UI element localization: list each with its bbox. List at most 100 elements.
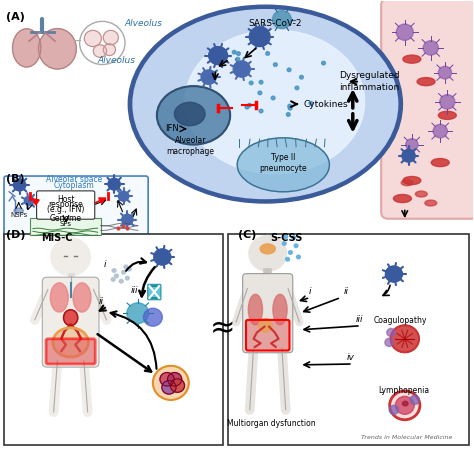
Ellipse shape	[259, 318, 272, 332]
Circle shape	[80, 21, 125, 64]
Ellipse shape	[417, 78, 435, 86]
Ellipse shape	[248, 295, 263, 325]
Text: MIS-C: MIS-C	[41, 233, 73, 243]
Ellipse shape	[53, 328, 88, 357]
Circle shape	[433, 124, 447, 138]
Circle shape	[122, 271, 126, 274]
Circle shape	[266, 52, 270, 55]
Circle shape	[249, 235, 287, 272]
Circle shape	[247, 103, 251, 107]
Text: Alveolar
macrophage: Alveolar macrophage	[167, 136, 215, 156]
Circle shape	[259, 80, 263, 84]
Circle shape	[119, 280, 123, 283]
Circle shape	[410, 396, 419, 405]
Circle shape	[402, 150, 415, 162]
Text: Multiorgan dysfunction: Multiorgan dysfunction	[227, 419, 315, 428]
Circle shape	[128, 267, 131, 271]
Ellipse shape	[133, 9, 398, 198]
Text: Cytokines: Cytokines	[303, 100, 348, 109]
Text: S-CSS: S-CSS	[270, 233, 302, 243]
Circle shape	[249, 81, 253, 85]
Ellipse shape	[64, 310, 78, 326]
Circle shape	[288, 104, 292, 108]
Circle shape	[292, 236, 296, 239]
Text: Lymphopenia: Lymphopenia	[378, 386, 429, 395]
Circle shape	[103, 30, 118, 45]
Text: Alveolar space: Alveolar space	[46, 175, 102, 184]
Circle shape	[423, 41, 438, 55]
Circle shape	[300, 75, 303, 79]
Text: Alveolus: Alveolus	[125, 19, 163, 28]
Circle shape	[232, 51, 236, 54]
FancyBboxPatch shape	[46, 339, 95, 364]
FancyBboxPatch shape	[246, 320, 290, 350]
Circle shape	[167, 373, 182, 386]
Circle shape	[153, 366, 189, 400]
Ellipse shape	[273, 295, 287, 325]
Text: (C): (C)	[238, 230, 256, 240]
Ellipse shape	[50, 283, 68, 312]
Text: (D): (D)	[6, 230, 26, 240]
FancyBboxPatch shape	[4, 235, 223, 445]
Ellipse shape	[415, 191, 427, 197]
Circle shape	[283, 242, 286, 245]
Circle shape	[51, 238, 91, 276]
Ellipse shape	[403, 55, 421, 63]
Circle shape	[209, 46, 228, 64]
Ellipse shape	[393, 194, 411, 202]
Circle shape	[111, 278, 115, 281]
Circle shape	[294, 244, 298, 248]
Text: SPs: SPs	[59, 221, 72, 227]
Circle shape	[387, 328, 395, 336]
Circle shape	[236, 57, 240, 61]
Ellipse shape	[185, 30, 365, 174]
Circle shape	[440, 95, 455, 109]
Text: Coagulopathy: Coagulopathy	[374, 316, 427, 325]
Text: i: i	[104, 260, 106, 269]
Circle shape	[154, 249, 171, 265]
Circle shape	[126, 276, 129, 280]
Text: iv: iv	[346, 354, 355, 363]
Circle shape	[289, 251, 292, 254]
Circle shape	[396, 24, 413, 40]
Text: i: i	[309, 287, 311, 296]
Circle shape	[144, 308, 162, 326]
Ellipse shape	[431, 158, 449, 166]
Ellipse shape	[425, 200, 437, 206]
Circle shape	[309, 101, 313, 105]
Circle shape	[438, 66, 452, 79]
Circle shape	[385, 266, 402, 282]
Circle shape	[271, 96, 275, 100]
Text: ii: ii	[99, 297, 104, 306]
Ellipse shape	[14, 208, 23, 213]
Circle shape	[391, 325, 419, 352]
Ellipse shape	[174, 102, 205, 126]
Text: Host: Host	[57, 195, 74, 204]
FancyBboxPatch shape	[4, 176, 148, 239]
Circle shape	[288, 106, 292, 110]
Ellipse shape	[237, 138, 329, 192]
Text: (e.g., IFN): (e.g., IFN)	[47, 205, 84, 214]
Circle shape	[115, 274, 118, 278]
Circle shape	[286, 258, 290, 261]
Text: (B): (B)	[6, 174, 25, 184]
Text: Type II
pneumocyte: Type II pneumocyte	[259, 152, 307, 173]
FancyBboxPatch shape	[42, 277, 99, 367]
FancyBboxPatch shape	[30, 218, 101, 235]
Text: (A): (A)	[6, 12, 25, 22]
Circle shape	[170, 379, 184, 392]
Circle shape	[258, 91, 262, 95]
Circle shape	[259, 109, 263, 113]
Circle shape	[286, 113, 290, 116]
Circle shape	[127, 303, 149, 323]
FancyBboxPatch shape	[381, 0, 474, 219]
Circle shape	[390, 391, 420, 420]
Circle shape	[322, 61, 326, 65]
Ellipse shape	[438, 111, 456, 120]
Circle shape	[124, 265, 128, 269]
Circle shape	[84, 30, 101, 46]
Circle shape	[273, 63, 277, 66]
Ellipse shape	[402, 401, 408, 406]
Text: ≈: ≈	[210, 314, 235, 343]
Text: response: response	[48, 200, 83, 209]
